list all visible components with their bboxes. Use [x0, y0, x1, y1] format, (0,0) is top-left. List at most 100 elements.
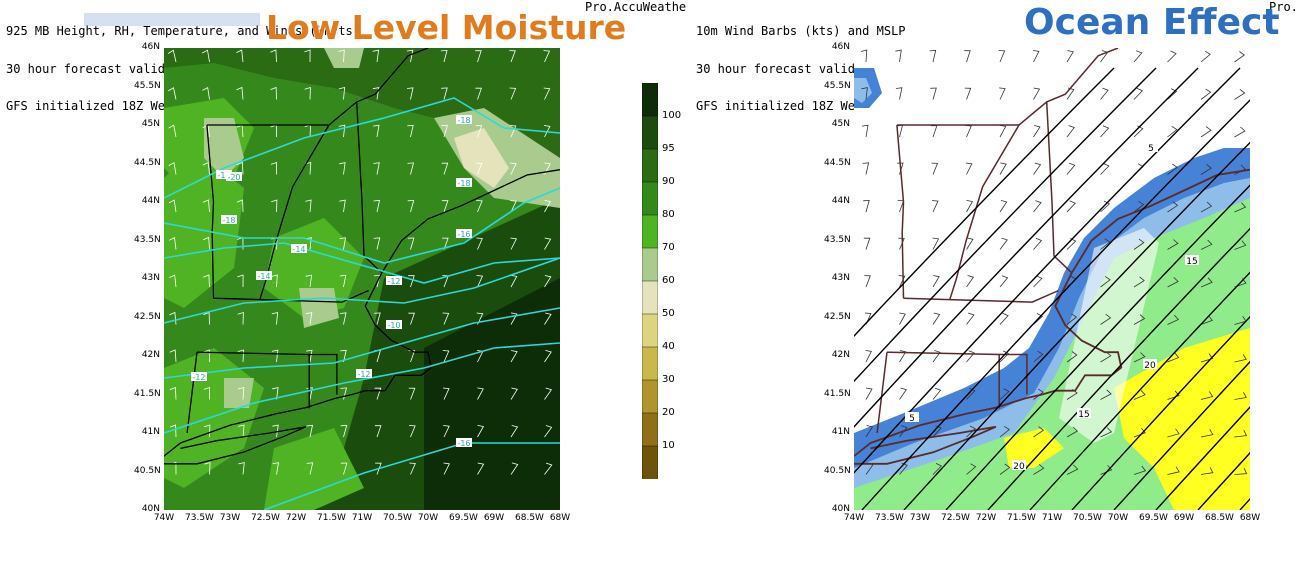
border-line [999, 353, 1028, 395]
wind-barb [932, 275, 940, 288]
lon-tick-label: 69.5W [1139, 513, 1168, 523]
wind-barb [340, 424, 348, 438]
wind-barb [1167, 390, 1180, 400]
wind-barb [236, 49, 244, 63]
wind-barb [169, 424, 177, 438]
wind-barb [1033, 313, 1043, 325]
wind-barb [408, 275, 415, 288]
wind-barb [543, 87, 551, 100]
wind-barb [475, 125, 483, 138]
contour-label-bg [386, 320, 402, 329]
colorbar-tick-label: 20 [662, 407, 675, 418]
wind-barb [304, 86, 311, 100]
lat-tick-label: 42.5N [134, 311, 161, 322]
lat-tick-label: 41.5N [134, 388, 161, 399]
wind-barb [899, 312, 906, 325]
wind-barb [271, 311, 279, 325]
contour-label: -10 [387, 321, 400, 330]
wind-barb [442, 350, 450, 363]
lon-tick-label: 72W [975, 513, 997, 523]
wind-barb [306, 462, 314, 475]
isotach-label-bg [1143, 359, 1157, 369]
wind-barb [932, 463, 943, 475]
colorbar-segment [641, 247, 659, 282]
wind-barb [1200, 391, 1214, 400]
colorbar-segment [641, 313, 659, 348]
wind-barb [931, 162, 939, 175]
wind-barb [238, 462, 245, 475]
wind-barb [932, 237, 940, 250]
contour-label: -16 [457, 230, 470, 239]
wind-barb [1133, 390, 1146, 400]
isobar [1113, 360, 1250, 510]
contour-label: -12 [192, 373, 205, 382]
temperature-contour [164, 342, 560, 434]
wind-barb [1133, 427, 1146, 438]
wind-barb [895, 49, 902, 63]
wind-barb [862, 162, 870, 175]
wind-barb [544, 425, 553, 438]
wind-barb [510, 237, 518, 250]
lat-tick-label: 40.5N [134, 465, 161, 476]
wind-barb [863, 199, 870, 213]
contour-label: -18 [457, 179, 470, 188]
lat-tick-label: 41N [141, 427, 160, 437]
contour-label: -14 [292, 245, 305, 254]
lat-tick-label: 42.5N [824, 311, 851, 322]
wind-barb [1133, 276, 1145, 288]
wind-barb [1100, 389, 1112, 400]
wind-barb [237, 311, 244, 325]
wind-barb [443, 425, 450, 438]
right-map-canvas: 5 15 20 15 20 5 [854, 48, 1250, 510]
colorbar-tick-label: 80 [662, 209, 675, 220]
wind-shade-nw-corner-inner [854, 78, 872, 103]
wind-barb [1167, 201, 1179, 213]
wind-barb [1033, 125, 1041, 138]
wind-barb [202, 162, 210, 175]
wind-barb [998, 50, 1006, 63]
wind-barb [1133, 238, 1145, 250]
wind-barb [544, 312, 552, 325]
wind-barb [1066, 125, 1075, 138]
wind-barb [860, 49, 868, 63]
isobar [854, 67, 1157, 383]
border-line [164, 426, 307, 465]
wind-barb [509, 87, 517, 100]
wind-barb [863, 237, 871, 250]
lon-tick-label: 73W [219, 513, 241, 523]
contour-label-bg [356, 369, 372, 378]
colorbar-segment [641, 214, 659, 249]
isobar [1071, 315, 1250, 510]
lat-tick-label: 44N [831, 196, 850, 206]
wind-barb [899, 350, 907, 363]
border-line [213, 289, 369, 303]
contour-label-bg [216, 170, 232, 179]
wind-barb [476, 237, 483, 250]
wind-barb [966, 312, 975, 325]
wind-barb [1200, 429, 1214, 438]
border-line [854, 425, 997, 465]
contour-label-bg [221, 215, 237, 224]
wind-barb [203, 386, 211, 400]
wind-barb [202, 86, 210, 100]
lat-tick-label: 40N [141, 504, 160, 514]
border-line [903, 289, 1059, 303]
wind-barb [966, 425, 976, 438]
wind-barb [476, 200, 483, 213]
wind-barb [409, 462, 416, 475]
wind-barb [338, 86, 346, 100]
contour-label-bg [291, 244, 307, 253]
colorbar-tick-label: 40 [662, 341, 675, 352]
wind-barb [544, 200, 552, 213]
wind-barb [477, 462, 485, 475]
lat-tick-label: 45N [141, 119, 160, 129]
colorbar-segment [641, 379, 659, 414]
wind-barb [305, 312, 313, 325]
wind-barb [1167, 428, 1180, 438]
wind-barb [510, 425, 519, 438]
wind-barb [373, 237, 381, 250]
wind-barb [1200, 277, 1213, 288]
lon-tick-label: 69.5W [449, 513, 478, 523]
lon-tick-label: 71.5W [1007, 513, 1036, 523]
wind-barb [509, 50, 516, 63]
